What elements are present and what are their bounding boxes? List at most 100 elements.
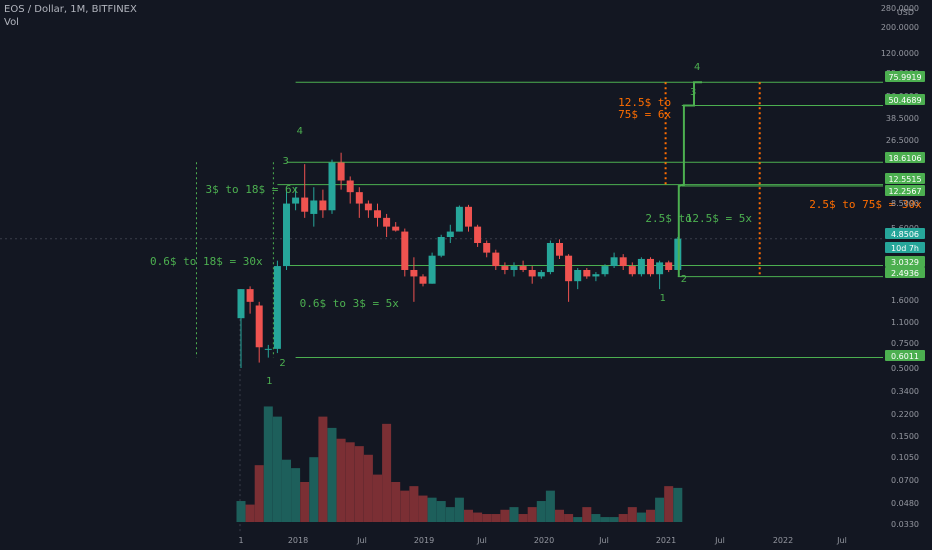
price-tick: 38.5000 [886,114,919,123]
price-label-bg [885,94,925,105]
candle-body [656,262,664,275]
volume-bar [363,454,373,522]
price-label-bg [885,152,925,163]
price-label: 4.8506 [891,230,919,239]
volume-bar [473,512,483,522]
volume-bar [418,495,428,522]
volume-bar [509,507,519,522]
price-label: 18.6106 [888,154,921,163]
candle-body [556,242,563,256]
volume-bar [536,501,546,522]
volume-bar [491,514,501,522]
price-label-bg [885,228,925,239]
volume-bar [282,459,291,522]
price-tick: 0.0330 [891,520,919,529]
price-tick: 26.5000 [886,136,919,145]
volume-bar [263,406,273,522]
candle-body [410,269,418,277]
candle-body [510,266,518,270]
price-label-bg [885,173,925,184]
price-label-bg [885,71,925,82]
price-label: 0.6011 [891,352,919,361]
price-tick: 0.0480 [891,499,919,508]
candle-body [328,162,336,211]
time-tick: 2022 [773,536,793,545]
volume-bar [545,490,555,522]
candle-body [292,197,300,204]
volume-bar [436,501,446,522]
volume-bar [673,487,683,522]
price-label-bg [885,350,925,361]
candle-body [246,289,254,302]
time-tick: Jul [476,536,487,545]
volume-bar [646,509,655,522]
time-tick: Jul [598,536,609,545]
wave-label: 3 [690,87,696,98]
candle-body [583,269,591,277]
candle-body [346,180,354,193]
price-tick: 1.6000 [891,296,919,305]
volume-bar [445,507,455,522]
volume-bar [400,490,410,522]
volume-bar [500,509,510,522]
volume-bar [527,507,537,522]
candle-body [665,262,673,270]
time-tick: 2020 [534,536,554,545]
candle-body [546,242,554,273]
candle-body [374,210,381,218]
price-tick: 0.3400 [891,387,919,396]
candle-body [437,237,445,256]
candle-body [401,231,409,270]
volume-bar [591,514,601,522]
price-tick: 0.0700 [891,476,919,485]
annotation-text: 2.5$ to [645,212,691,225]
price-label-bg [885,256,925,267]
volume-bar [627,507,637,522]
candle-body [619,257,627,267]
annotation-text: 0.6$ to 18$ = 30x [150,255,263,268]
candle-body [592,274,600,277]
volume-bar [272,416,282,522]
candle-body [501,266,509,270]
annotation-text: 75$ = 6x [618,108,671,121]
price-tick: 0.7500 [891,339,919,348]
price-label: 12.2567 [888,187,921,196]
candle-body [601,266,609,275]
volume-bar [309,457,319,522]
wave-label: 4 [694,62,700,73]
chart-title: EOS / Dollar, 1M, BITFINEX [4,4,137,15]
time-tick: Jul [356,536,367,545]
annotation-text: 12.5$ = 5x [686,212,753,225]
candle-body [474,226,482,243]
candle-body [455,206,463,232]
time-tick: Jul [836,536,847,545]
volume-bar [245,504,255,522]
price-label: 12.5515 [888,175,921,184]
price-label-bg [885,267,925,278]
candle-body [428,255,436,284]
candle-body [283,203,290,267]
volume-bar [518,514,528,522]
price-tick: 0.5000 [891,364,919,373]
price-label: 2.4936 [891,269,919,278]
volume-bar [609,517,619,522]
projection-path [677,81,702,277]
candle-body [565,255,573,282]
wave-label: 1 [660,293,666,304]
volume-bar [482,514,492,522]
volume-bar [300,482,310,522]
price-tick: 0.1050 [891,453,919,462]
volume-bar [345,442,355,522]
price-tick: 8.5000 [891,199,919,208]
candle-body [465,206,472,227]
candle-body [419,276,427,284]
candle-body [519,266,527,270]
volume-bar [254,465,264,522]
candle-body [446,231,454,238]
volume-bar [636,512,646,522]
volume-bar [373,474,382,522]
volume-bar [555,509,564,522]
volume-bar [664,486,674,522]
volume-label: Vol [4,17,19,28]
